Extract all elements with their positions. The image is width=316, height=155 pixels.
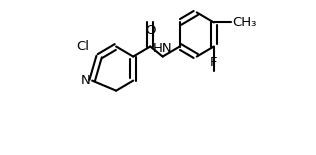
Text: HN: HN	[153, 42, 173, 55]
Text: N: N	[81, 74, 91, 87]
Text: F: F	[210, 56, 217, 69]
Text: CH₃: CH₃	[232, 16, 257, 29]
Text: Cl: Cl	[76, 40, 89, 53]
Text: O: O	[145, 24, 155, 37]
